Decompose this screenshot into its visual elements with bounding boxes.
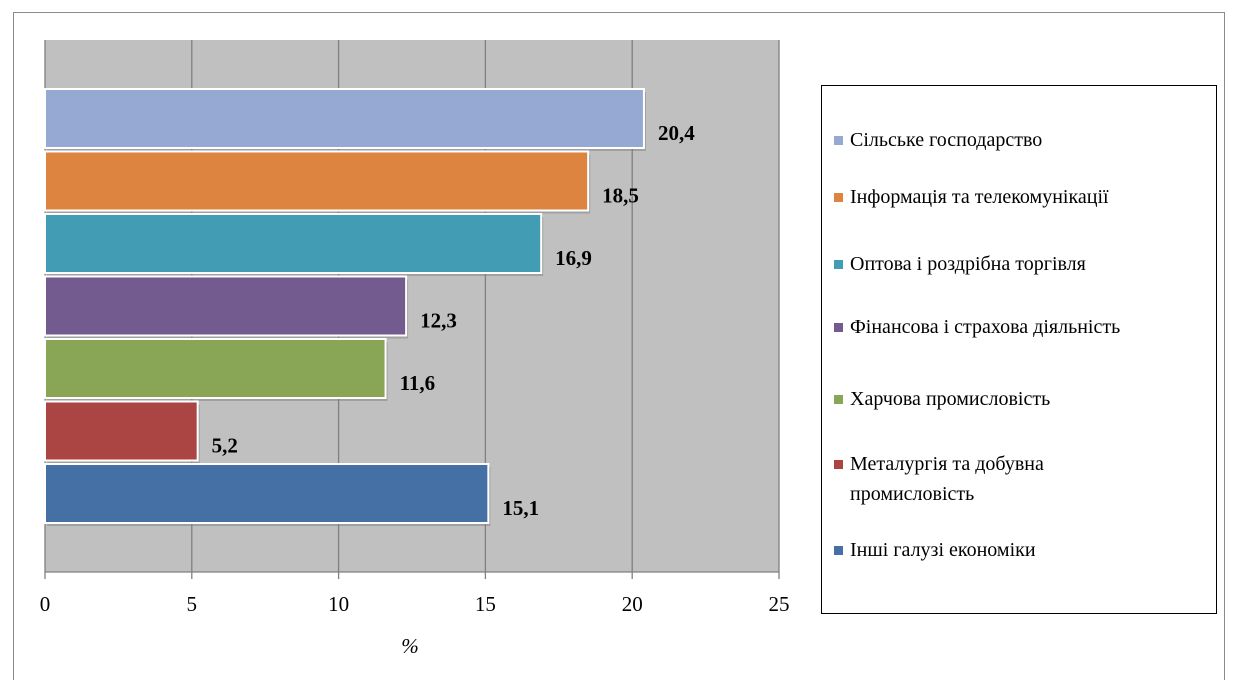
legend-label: Інформація та телекомунікації xyxy=(850,186,1109,208)
bar xyxy=(44,400,199,462)
data-labels-group: 20,4 18,5 16,9 12,3 11,6 5,2 15,1 xyxy=(212,121,696,520)
x-axis: 0 5 10 15 20 25 xyxy=(40,571,790,616)
data-label: 18,5 xyxy=(602,184,639,208)
data-label: 11,6 xyxy=(400,371,436,395)
bar xyxy=(44,150,590,212)
legend-swatch xyxy=(834,395,843,404)
legend-label: Інші галузі економіки xyxy=(850,539,1036,561)
bar xyxy=(44,213,543,274)
x-tick-label: 15 xyxy=(475,592,496,616)
data-label: 5,2 xyxy=(212,434,238,458)
bar xyxy=(44,88,645,149)
legend-item: Харчова промисловість xyxy=(834,384,1214,414)
legend-label: Сільське господарство xyxy=(850,129,1043,151)
legend-item: Оптова і роздрібна торгівля xyxy=(834,249,1214,279)
legend-swatch xyxy=(834,546,843,555)
data-label: 12,3 xyxy=(420,309,457,333)
bar xyxy=(44,338,387,399)
legend-label: Фінансова і страхова діяльність xyxy=(850,316,1121,338)
x-tick-label: 5 xyxy=(187,592,198,616)
legend-label: Металургія та добувна промисловість xyxy=(850,453,1044,505)
bar xyxy=(44,275,408,337)
legend-item: Фінансова і страхова діяльність xyxy=(834,312,1214,342)
chart-frame xyxy=(13,12,1225,680)
legend-label: Оптова і роздрібна торгівля xyxy=(850,253,1086,275)
data-label: 16,9 xyxy=(555,246,592,270)
legend-item: Сільське господарство xyxy=(834,125,1214,155)
legend-item: Інші галузі економіки xyxy=(834,535,1214,565)
data-label: 15,1 xyxy=(502,496,539,520)
x-tick-label: 0 xyxy=(40,592,51,616)
legend-swatch xyxy=(834,193,843,202)
x-axis-title: % xyxy=(401,634,419,658)
data-label: 20,4 xyxy=(658,121,695,145)
x-tick-label: 20 xyxy=(622,592,643,616)
bar xyxy=(44,463,490,524)
bars-group xyxy=(44,88,646,526)
legend-item: Інформація та телекомунікації xyxy=(834,182,1214,212)
x-tick-label: 10 xyxy=(328,592,349,616)
x-tick-label: 25 xyxy=(769,592,790,616)
legend: Сільське господарство Інформація та телек… xyxy=(821,85,1217,614)
legend-swatch xyxy=(834,460,843,469)
legend-swatch xyxy=(834,136,843,145)
legend-label: Харчова промисловість xyxy=(850,388,1051,410)
legend-swatch xyxy=(834,260,843,269)
legend-item: Металургія та добувна промисловість xyxy=(834,449,1214,509)
legend-swatch xyxy=(834,323,843,332)
